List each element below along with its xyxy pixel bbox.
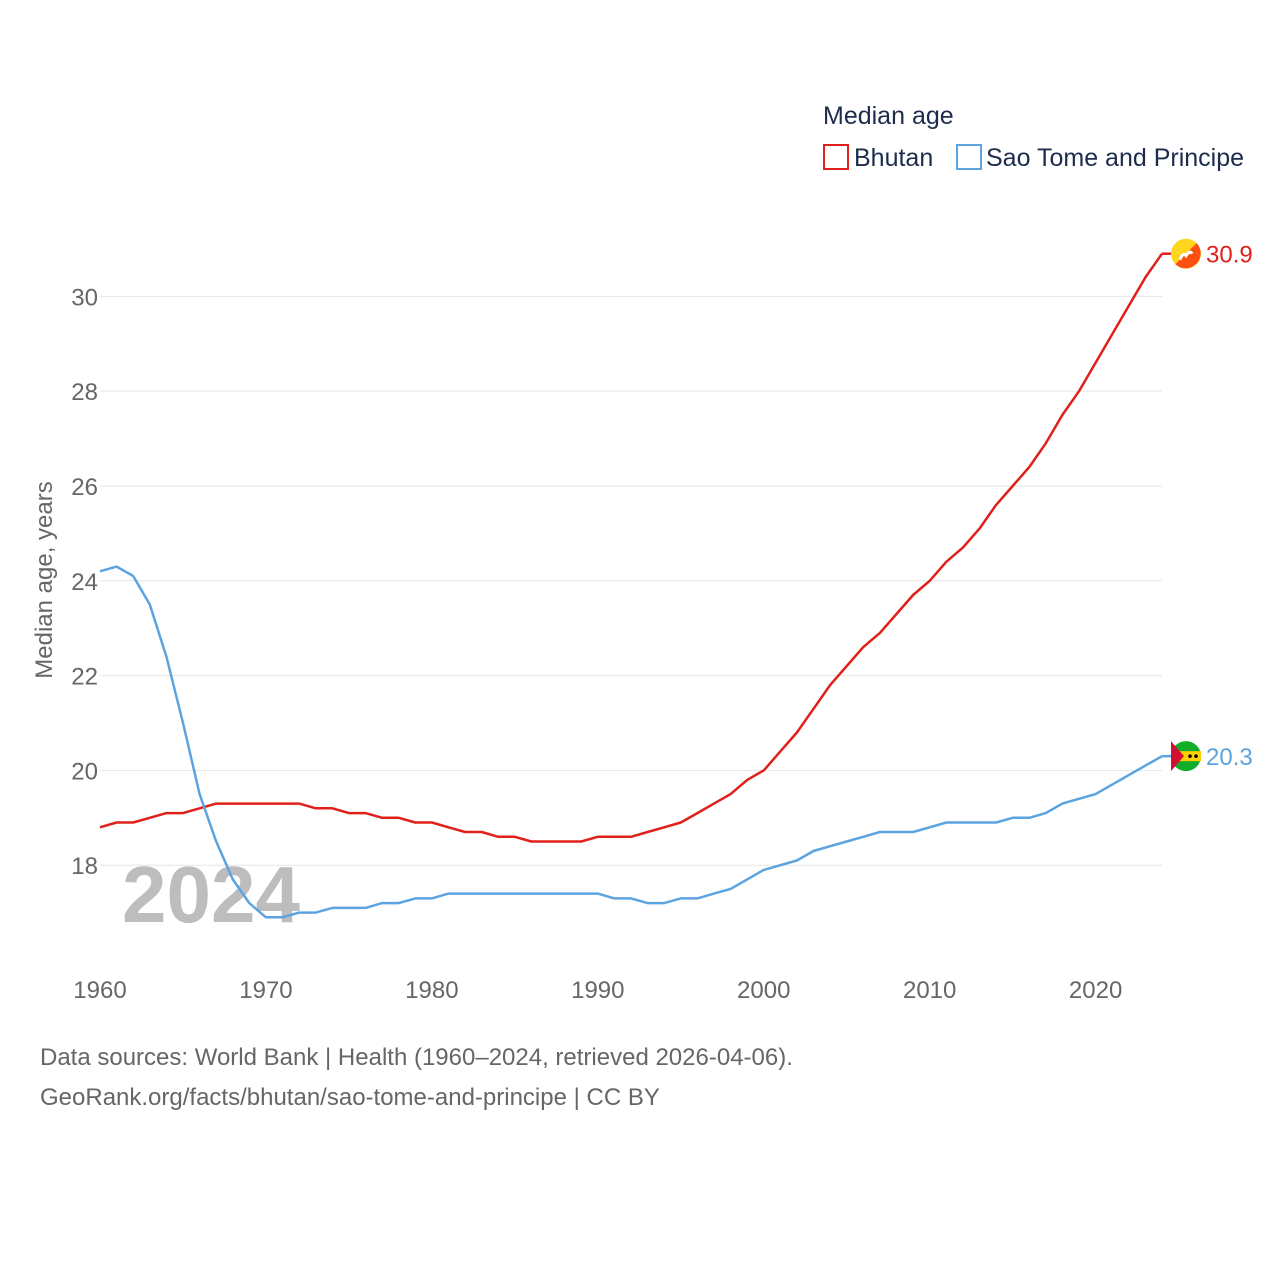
legend-label-bhutan: Bhutan (854, 144, 933, 172)
y-tick-label: 20 (71, 758, 98, 785)
x-tick-label: 2000 (737, 977, 790, 1004)
y-tick-label: 28 (71, 379, 98, 406)
x-tick-label: 2010 (903, 977, 956, 1004)
end-labels: 30.9 20.3 (1162, 238, 1253, 772)
series-lines (99, 252, 1164, 919)
y-axis-label: Median age, years (31, 481, 58, 678)
y-tick-label: 24 (71, 569, 98, 596)
y-tick-label: 18 (71, 853, 98, 880)
x-tick-label: 1980 (405, 977, 458, 1004)
year-watermark: 2024 (122, 850, 300, 939)
credit-link[interactable]: GeoRank.org/facts/bhutan/sao-tome-and-pr… (40, 1084, 660, 1111)
y-axis-ticks: 18 20 22 24 26 28 30 (71, 284, 98, 880)
legend-label-sao-tome: Sao Tome and Principe (986, 144, 1244, 172)
sao-tome-flag-icon (1171, 741, 1201, 772)
end-value-sao-tome: 20.3 (1206, 744, 1253, 771)
legend: Median age Bhutan Sao Tome and Principe (823, 102, 1244, 172)
legend-swatch-bhutan (823, 144, 849, 170)
source-note: Data sources: World Bank | Health (1960–… (40, 1044, 793, 1071)
gridlines (100, 295, 1162, 866)
x-tick-label: 1970 (239, 977, 292, 1004)
y-tick-label: 26 (71, 474, 98, 501)
x-axis-ticks: 1960 1970 1980 1990 2000 2010 2020 (73, 977, 1122, 1004)
x-tick-label: 2020 (1069, 977, 1122, 1004)
x-tick-label: 1960 (73, 977, 126, 1004)
series-line-sao-tome[interactable] (99, 565, 1163, 919)
y-tick-label: 22 (71, 664, 98, 691)
legend-title: Median age (823, 102, 954, 130)
bhutan-flag-icon (1171, 238, 1201, 269)
legend-item-sao-tome[interactable]: Sao Tome and Principe (956, 144, 1244, 172)
legend-item-bhutan[interactable]: Bhutan (823, 144, 933, 172)
x-tick-label: 1990 (571, 977, 624, 1004)
end-value-bhutan: 30.9 (1206, 242, 1253, 269)
legend-swatch-sao-tome (956, 144, 982, 170)
series-line-bhutan[interactable] (99, 252, 1164, 843)
y-tick-label: 30 (71, 284, 98, 311)
